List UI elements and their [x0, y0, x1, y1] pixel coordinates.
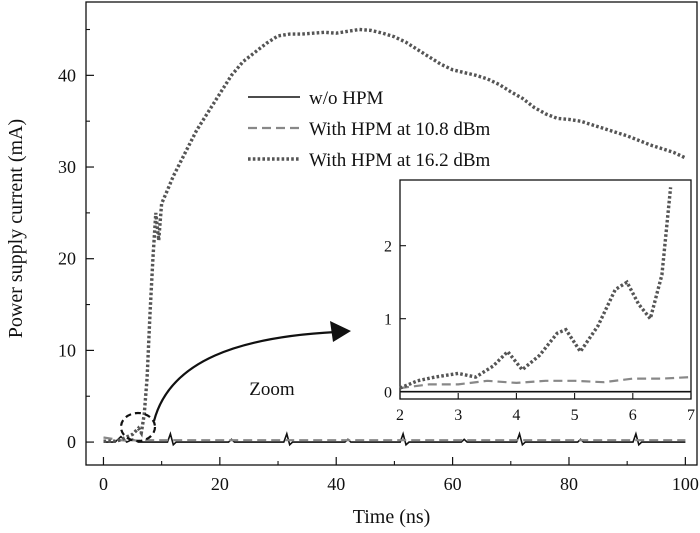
legend-label: With HPM at 10.8 dBm: [309, 119, 491, 140]
inset-x-tick-label: 4: [512, 407, 520, 424]
inset-frame: [399, 179, 692, 400]
x-tick-label: 0: [99, 474, 108, 494]
plot-frame: [85, 1, 698, 466]
x-tick-label: 80: [560, 474, 578, 494]
inset-x-tick-label: 3: [454, 407, 462, 424]
inset-series-dotted: [399, 187, 673, 390]
x-tick-label: 40: [327, 474, 345, 494]
x-axis-title: Time (ns): [353, 506, 431, 528]
inset-y-tick-label: 0: [384, 385, 392, 402]
annotation-layer: Zoom: [119, 321, 351, 443]
zoom-arrow-head: [330, 321, 351, 342]
legend-label: w/o HPM: [309, 88, 384, 109]
inset-plot: 2 3 4 5 6 7 0 1 2: [384, 179, 695, 424]
main-series-dashed: [103, 436, 686, 442]
y-tick-label: 40: [58, 65, 76, 85]
y-tick-label: 20: [58, 249, 76, 269]
inset-x-tick-label: 6: [629, 407, 637, 424]
x-tick-label: 100: [672, 474, 699, 494]
x-tick-label: 60: [444, 474, 462, 494]
x-tick-label: 20: [211, 474, 229, 494]
inset-y-tick-label: 2: [384, 239, 392, 256]
y-axis-title: Power supply current (mA): [5, 119, 27, 338]
inset-series-dashed: [399, 376, 692, 390]
legend-label: With HPM at 16.2 dBm: [309, 150, 491, 171]
inset-x-tick-label: 5: [571, 407, 579, 424]
inset-x-tick-label: 7: [687, 407, 695, 424]
main-series-dotted: [103, 27, 687, 443]
y-tick-label: 10: [58, 340, 76, 360]
zoom-region-circle: [119, 411, 157, 443]
y-tick-label: 30: [58, 157, 76, 177]
legend: w/o HPM With HPM at 10.8 dBm With HPM at 1…: [248, 88, 491, 171]
inset-x-tick-label: 2: [396, 407, 404, 424]
y-tick-label: 0: [67, 432, 76, 452]
inset-y-tick-label: 1: [384, 312, 392, 329]
zoom-label: Zoom: [249, 379, 295, 400]
zoom-arrow-line: [152, 330, 337, 422]
